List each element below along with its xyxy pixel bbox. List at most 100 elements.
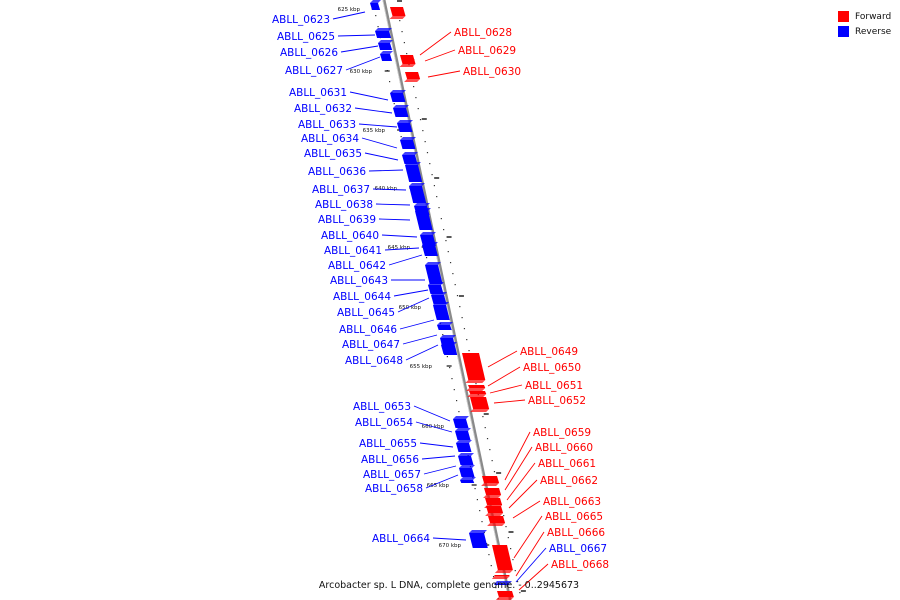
gene-label[interactable]: ABLL_0632 — [294, 103, 352, 115]
gene-arrow[interactable] — [389, 7, 406, 19]
gene-label[interactable]: ABLL_0654 — [355, 417, 413, 429]
gene-label[interactable]: ABLL_0659 — [533, 427, 591, 439]
gene-leader-line — [427, 70, 461, 78]
gene-label[interactable]: ABLL_0634 — [301, 133, 359, 145]
gene-label[interactable]: ABLL_0630 — [463, 66, 521, 78]
gene-label[interactable]: ABLL_0667 — [549, 543, 607, 555]
gene-leader-line — [388, 254, 423, 266]
gene-label[interactable]: ABLL_0662 — [540, 475, 598, 487]
gene-leader-line — [332, 11, 366, 20]
gene-label[interactable]: ABLL_0647 — [342, 339, 400, 351]
gene-label[interactable]: ABLL_0631 — [289, 87, 347, 99]
gene-arrow[interactable] — [400, 137, 416, 149]
gene-label[interactable]: ABLL_0656 — [361, 454, 419, 466]
gene-label[interactable]: ABLL_0642 — [328, 260, 386, 272]
gene-label[interactable]: ABLL_0655 — [359, 438, 417, 450]
gene-label[interactable]: ABLL_0661 — [538, 458, 596, 470]
gene-arrow[interactable] — [404, 72, 421, 82]
gene-arrow[interactable] — [491, 575, 510, 579]
gene-leader-line — [345, 56, 381, 71]
gene-arrow[interactable] — [393, 105, 409, 117]
gene-arrow[interactable] — [481, 476, 500, 486]
gene-label[interactable]: ABLL_0627 — [285, 65, 343, 77]
gene-arrow[interactable] — [453, 416, 469, 428]
gene-leader-line — [393, 289, 429, 297]
gene-label[interactable]: ABLL_0668 — [551, 559, 609, 571]
gene-label[interactable]: ABLL_0657 — [363, 469, 421, 481]
gene-leader-line — [399, 319, 435, 330]
gene-leader-line — [508, 479, 538, 509]
gene-arrow[interactable] — [494, 581, 512, 585]
gene-arrow[interactable] — [495, 591, 514, 600]
gene-label[interactable]: ABLL_0644 — [333, 291, 391, 303]
gene-arrow[interactable] — [485, 506, 504, 516]
gene-arrow[interactable] — [467, 391, 487, 397]
gene-arrow[interactable] — [409, 183, 427, 203]
gene-arrow[interactable] — [483, 488, 502, 498]
gene-label[interactable]: ABLL_0664 — [372, 533, 430, 545]
gene-label[interactable]: ABLL_0628 — [454, 27, 512, 39]
gene-label[interactable]: ABLL_0626 — [280, 47, 338, 59]
gene-arrow[interactable] — [370, 0, 381, 10]
gene-arrow[interactable] — [415, 208, 433, 230]
gene-arrow[interactable] — [397, 120, 413, 132]
gene-label[interactable]: ABLL_0658 — [365, 483, 423, 495]
gene-arrow[interactable] — [425, 262, 443, 284]
gene-arrow[interactable] — [402, 152, 418, 164]
gene-arrow[interactable] — [405, 162, 423, 182]
gene-label[interactable]: ABLL_0660 — [535, 442, 593, 454]
gene-label[interactable]: ABLL_0652 — [528, 395, 586, 407]
gene-leader-line — [421, 455, 456, 460]
gene-leader-line — [364, 152, 399, 161]
gene-arrow[interactable] — [390, 90, 406, 102]
gene-arrow[interactable] — [458, 453, 474, 465]
gene-arrow[interactable] — [470, 397, 490, 412]
gene-label[interactable]: ABLL_0623 — [272, 14, 330, 26]
gene-label[interactable]: ABLL_0625 — [277, 31, 335, 43]
gene-leader-line — [487, 366, 521, 387]
gene-label[interactable]: ABLL_0646 — [339, 324, 397, 336]
gene-leader-line — [489, 384, 523, 394]
gene-label[interactable]: ABLL_0636 — [308, 166, 366, 178]
gene-arrow[interactable] — [469, 530, 488, 548]
gene-label[interactable]: ABLL_0651 — [525, 380, 583, 392]
gene-label[interactable]: ABLL_0637 — [312, 184, 370, 196]
gene-arrow[interactable] — [487, 516, 506, 526]
gene-label[interactable]: ABLL_0666 — [547, 527, 605, 539]
gene-label[interactable]: ABLL_0633 — [298, 119, 356, 131]
gene-label[interactable]: ABLL_0645 — [337, 307, 395, 319]
gene-arrow[interactable] — [433, 302, 450, 320]
gene-label[interactable]: ABLL_0663 — [543, 496, 601, 508]
gene-arrow[interactable] — [375, 28, 392, 38]
legend-item-forward: Forward — [838, 9, 898, 24]
gene-arrow[interactable] — [456, 440, 472, 452]
gene-arrow[interactable] — [422, 242, 438, 256]
gene-leader-line — [487, 350, 518, 368]
gene-arrow[interactable] — [399, 55, 416, 67]
gene-arrow[interactable] — [459, 465, 475, 477]
gene-arrow[interactable] — [378, 40, 393, 50]
reverse-swatch — [838, 26, 849, 37]
gene-label[interactable]: ABLL_0650 — [523, 362, 581, 374]
gene-arrow[interactable] — [455, 428, 471, 440]
gene-label[interactable]: ABLL_0639 — [318, 214, 376, 226]
gene-label[interactable]: ABLL_0648 — [345, 355, 403, 367]
gene-arrow[interactable] — [460, 477, 476, 483]
gene-arrow[interactable] — [492, 545, 513, 573]
gene-label[interactable]: ABLL_0649 — [520, 346, 578, 358]
gene-label[interactable]: ABLL_0629 — [458, 45, 516, 57]
gene-label[interactable]: ABLL_0635 — [304, 148, 362, 160]
gene-arrow[interactable] — [437, 322, 453, 330]
gene-label[interactable]: ABLL_0640 — [321, 230, 379, 242]
gene-label[interactable]: ABLL_0641 — [324, 245, 382, 257]
gene-label[interactable]: ABLL_0638 — [315, 199, 373, 211]
gene-arrow[interactable] — [380, 51, 393, 61]
gene-label[interactable]: ABLL_0653 — [353, 401, 411, 413]
gene-label[interactable]: ABLL_0643 — [330, 275, 388, 287]
gene-arrow[interactable] — [428, 282, 444, 294]
gene-arrow[interactable] — [462, 353, 486, 383]
gene-arrow[interactable] — [431, 292, 447, 304]
gene-arrow[interactable] — [466, 385, 486, 391]
gene-label[interactable]: ABLL_0665 — [545, 511, 603, 523]
gene-arrow[interactable] — [441, 342, 457, 354]
